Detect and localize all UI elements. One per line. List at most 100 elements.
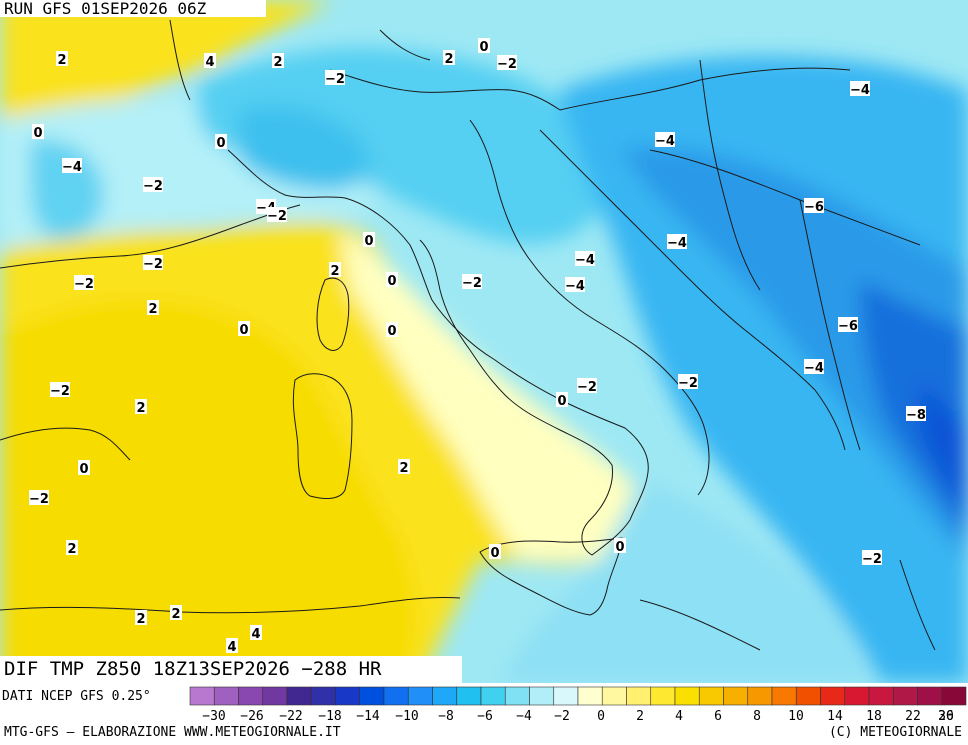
isoline-label: −2	[267, 209, 287, 224]
isoline-label: 2	[57, 53, 66, 68]
isoline-label-bg	[272, 53, 284, 68]
colorbar-swatch	[359, 686, 385, 706]
isoline-label-bg	[135, 610, 147, 625]
isoline-label: 0	[387, 324, 396, 339]
colorbar-tick-label: −4	[516, 709, 532, 724]
isoline-label: −2	[678, 376, 698, 391]
isoline-label-bg	[135, 399, 147, 414]
isoline-label: 2	[136, 401, 145, 416]
isoline-label-bg	[386, 272, 398, 287]
colorbar-swatch	[723, 686, 749, 706]
isoline-label-bg	[215, 134, 227, 149]
colorbar-swatch	[771, 686, 797, 706]
colorbar-swatch	[286, 686, 312, 706]
isoline-label: 0	[216, 136, 225, 151]
isoline-label-bg	[804, 198, 824, 213]
isoline-label-bg	[462, 274, 482, 289]
run-label: RUN GFS 01SEP2026 06Z	[0, 0, 266, 17]
isoline-label-bg	[267, 207, 287, 222]
isoline-label: 2	[399, 461, 408, 476]
colorbar-swatch	[747, 686, 773, 706]
colorbar-swatch	[213, 686, 239, 706]
colorbar-swatch	[480, 686, 506, 706]
colorbar-swatch	[626, 686, 652, 706]
isoline-label: −2	[577, 380, 597, 395]
field-title: DIF TMP Z850 18Z13SEP2026 −288 HR	[0, 656, 462, 683]
colorbar-swatch	[820, 686, 846, 706]
isoline-label-bg	[838, 317, 858, 332]
isoline-label: 2	[136, 612, 145, 627]
isoline-label: −4	[62, 160, 82, 175]
isoline-label: 2	[67, 542, 76, 557]
isoline-label: −2	[74, 277, 94, 292]
isoline-label-bg	[804, 359, 824, 374]
colorbar-tick-label: −14	[356, 709, 380, 724]
colorbar-ticks: −30 −26 −22 −18 −14 −10 −8 −6 −4 −2 0 2 4 6 8 10 14 18 22 2…	[202, 709, 954, 724]
isoline-label: −8	[906, 408, 926, 423]
isoline-label: 2	[148, 302, 157, 317]
isoline-label: −4	[655, 134, 675, 149]
isoline-label-bg	[78, 460, 90, 475]
colorbar-tick-label: 4	[675, 709, 683, 724]
isoline-label-bg	[170, 605, 182, 620]
isoline-label-bg	[363, 232, 375, 247]
colorbar-tick-label: −22	[279, 709, 302, 724]
isoline-label: 2	[171, 607, 180, 622]
isoline-label: −6	[804, 200, 824, 215]
isoline-label-bg	[147, 300, 159, 315]
isoline-label: −2	[462, 276, 482, 291]
colorbar-swatch	[917, 686, 943, 706]
colorbar-tick-label: 22	[905, 709, 921, 724]
colorbar-tick-label: 26	[938, 709, 954, 724]
data-source-label: DATI NCEP GFS 0.25°	[2, 689, 151, 704]
isoline-label-bg	[577, 378, 597, 393]
colorbar-swatch	[601, 686, 627, 706]
isoline-label-bg	[32, 124, 44, 139]
colorbar-tick-label: −26	[240, 709, 263, 724]
isoline-label: 2	[273, 55, 282, 70]
colorbar-tick-label: 8	[753, 709, 761, 724]
colorbar-tick-label: −6	[477, 709, 493, 724]
isoline-label: −4	[667, 236, 687, 251]
isoline-label-bg	[906, 406, 926, 421]
isoline-label-bg	[29, 490, 49, 505]
colorbar-swatch	[844, 686, 870, 706]
isoline-label: −2	[143, 257, 163, 272]
isoline-label-bg	[204, 53, 216, 68]
isoline-label-bg	[575, 251, 595, 266]
colorbar-swatch	[504, 686, 530, 706]
isoline-label-bg	[655, 132, 675, 147]
colorbar-tick-label: −2	[554, 709, 570, 724]
isoline-label-bg	[143, 255, 163, 270]
colorbar-swatch	[674, 686, 700, 706]
colorbar-swatch	[577, 686, 603, 706]
isoline-label-bg	[497, 55, 517, 70]
coastlines	[0, 19, 936, 651]
colorbar-swatch	[310, 686, 336, 706]
temperature-anomaly-map: 2 4 2 −2 2 0 −2 −4 0 0 −4 −4 −2 −6 −4 −2 0 −4 −2 −4 2 0 −2 −2 −4…	[0, 0, 968, 683]
isoline-label-bg	[143, 177, 163, 192]
isoline-label: −2	[143, 179, 163, 194]
colorbar-swatch	[335, 686, 361, 706]
colorbar-swatch	[189, 686, 215, 706]
colorbar-tick-label: 30	[938, 709, 954, 724]
colorbar-swatch	[238, 686, 264, 706]
colorbar-swatch	[795, 686, 821, 706]
colorbar-swatch	[892, 686, 918, 706]
isoline-label-bg	[667, 234, 687, 249]
colorbar-tick-label: 6	[714, 709, 722, 724]
isoline-label-bg	[56, 51, 68, 66]
isoline-labels: 2 4 2 −2 2 0 −2 −4 0 0 −4 −4 −2 −6 −4 −2 0 −4 −2 −4 2 0 −2 −2 −4…	[29, 38, 926, 655]
colorbar-tick-label: 14	[827, 709, 843, 724]
footer-credit: MTG-GFS — ELABORAZIONE WWW.METEOGIORNALE…	[4, 725, 341, 740]
colorbar-legend: −30 −26 −22 −18 −14 −10 −8 −6 −4 −2 0 2 4 6 8 10 14 18 22 2…	[189, 686, 967, 724]
footer-copyright: (C) METEOGIORNALE	[828, 725, 962, 740]
isoline-label-bg	[386, 322, 398, 337]
isoline-label: 0	[615, 540, 624, 555]
isoline-label: 0	[364, 234, 373, 249]
isoline-label: 4	[205, 55, 214, 70]
colorbar-swatch	[941, 686, 967, 706]
isoline-label-bg	[556, 392, 568, 407]
colorbar-tick-label: 0	[597, 709, 605, 724]
isoline-label-bg	[62, 158, 82, 173]
